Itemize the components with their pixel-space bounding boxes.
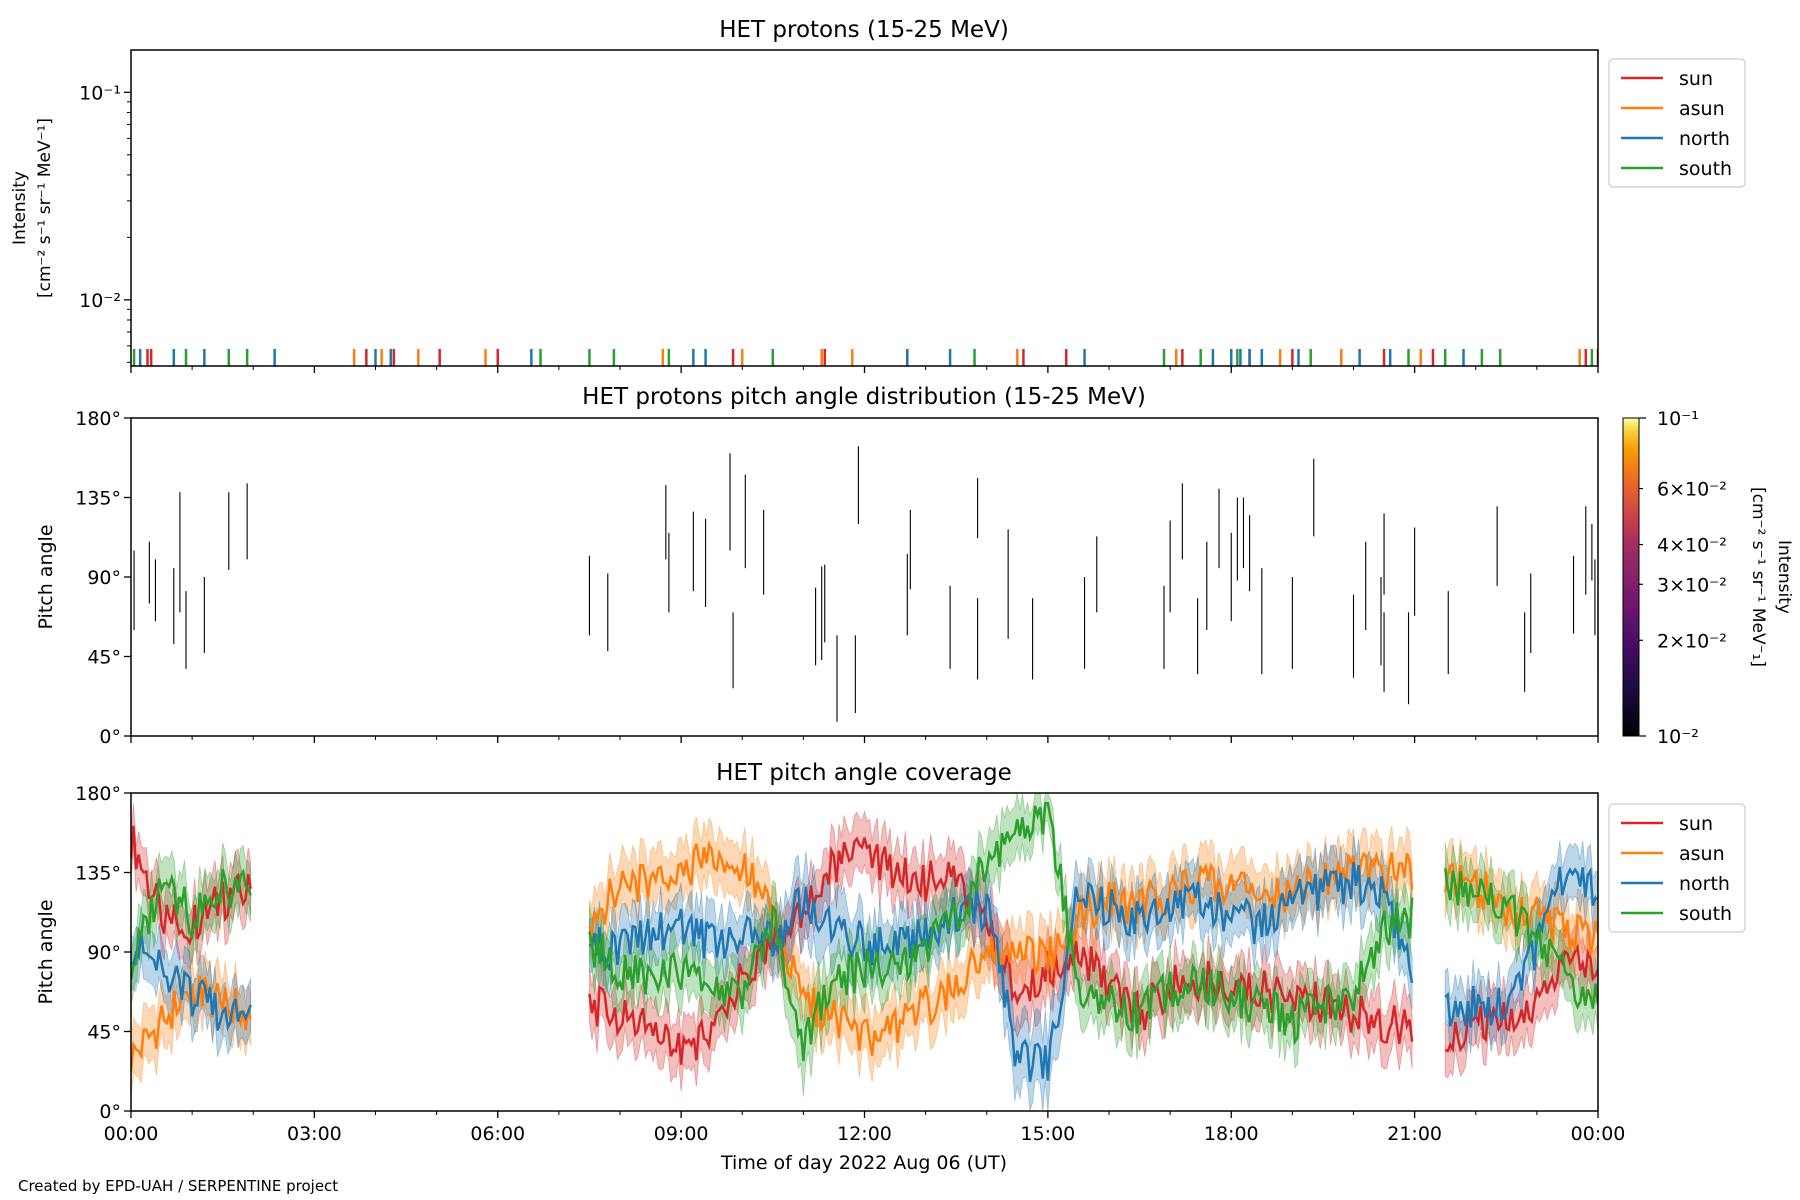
panel1-ylabel-line2: [cm⁻² s⁻¹ sr⁻¹ MeV⁻¹] (35, 118, 55, 298)
colorbar-tick-label: 10⁻¹ (1657, 408, 1699, 430)
sun-coverage-band (131, 803, 252, 970)
legend-label-north: north (1679, 128, 1730, 150)
legend-label-sun: sun (1679, 813, 1713, 835)
y-tick-label: 45° (87, 647, 121, 669)
panel3-title: HET pitch angle coverage (716, 760, 1012, 786)
sun-coverage-band (589, 811, 1413, 1092)
x-tick-label: 09:00 (654, 1123, 709, 1145)
y-tick-label: 135° (75, 488, 121, 510)
north-coverage-band (1444, 840, 1598, 1054)
panel3-legend: sun asun north south (1608, 803, 1746, 933)
panel-intensity: HET protons (15-25 MeV) 10⁻¹ 10⁻² Intensi… (10, 17, 1746, 373)
x-tick-label: 21:00 (1387, 1123, 1442, 1145)
footer-credit: Created by EPD-UAH / SERPENTINE project (18, 1177, 339, 1195)
panel2-frame (130, 417, 1599, 737)
panel2-ylabel: Pitch angle (35, 524, 57, 629)
x-tick-label: 06:00 (470, 1123, 525, 1145)
legend-box (1608, 58, 1746, 188)
panel3-ylabel: Pitch angle (35, 899, 57, 1004)
x-tick-label: 00:00 (1571, 1123, 1626, 1145)
colorbar-tick-label: 6×10⁻² (1657, 479, 1727, 501)
colorbar-tick-label: 3×10⁻² (1657, 574, 1727, 596)
x-tick-label: 18:00 (1204, 1123, 1259, 1145)
y-tick-label: 135° (75, 863, 121, 885)
panel1-title: HET protons (15-25 MeV) (719, 17, 1009, 43)
x-tick-label: 12:00 (837, 1123, 892, 1145)
panel-pitch-angle-distribution: HET protons pitch angle distribution (15… (35, 384, 1794, 748)
south-pitch-line (131, 801, 1598, 1062)
y-tick-label: 90° (87, 567, 121, 589)
x-tick-label: 15:00 (1020, 1123, 1075, 1145)
y-tick-label: 45° (87, 1022, 121, 1044)
legend-label-sun: sun (1679, 68, 1713, 90)
colorbar-label-line2: [cm⁻² s⁻¹ sr⁻¹ MeV⁻₁] (1748, 487, 1768, 667)
y-tick-label: 10⁻² (79, 290, 121, 312)
y-tick-label: 90° (87, 942, 121, 964)
legend-label-south: south (1679, 158, 1732, 180)
colorbar-tick-label: 4×10⁻² (1657, 535, 1727, 557)
north-pitch-line (131, 861, 1598, 1083)
panel1-legend: sun asun north south (1608, 58, 1746, 188)
panel2-title: HET protons pitch angle distribution (15… (582, 384, 1146, 410)
colorbar (1622, 417, 1640, 737)
legend-label-north: north (1679, 873, 1730, 895)
x-tick-label: 00:00 (104, 1123, 159, 1145)
south-coverage-band (589, 793, 1413, 1097)
legend-box (1608, 803, 1746, 933)
colorbar-label-line1: Intensity (1774, 540, 1794, 614)
x-axis-label: Time of day 2022 Aug 06 (UT) (720, 1152, 1007, 1174)
y-tick-label: 0° (99, 726, 121, 748)
x-tick-label: 03:00 (287, 1123, 342, 1145)
panel1-ylabel-line1: Intensity (10, 171, 30, 245)
legend-label-asun: asun (1679, 98, 1725, 120)
panel-pitch-angle-coverage: HET pitch angle coverage 0° 45° 90° 135° 180… (35, 760, 1746, 1174)
y-tick-label: 180° (75, 408, 121, 430)
colorbar-tick-label: 10⁻² (1657, 726, 1699, 748)
legend-label-south: south (1679, 903, 1732, 925)
legend-label-asun: asun (1679, 843, 1725, 865)
panel1-frame (130, 49, 1599, 367)
colorbar-tick-label: 2×10⁻² (1657, 630, 1727, 652)
y-tick-label: 180° (75, 783, 121, 805)
y-tick-label: 10⁻¹ (79, 82, 121, 104)
y-tick-label: 0° (99, 1101, 121, 1123)
asun-coverage-band (131, 949, 252, 1098)
